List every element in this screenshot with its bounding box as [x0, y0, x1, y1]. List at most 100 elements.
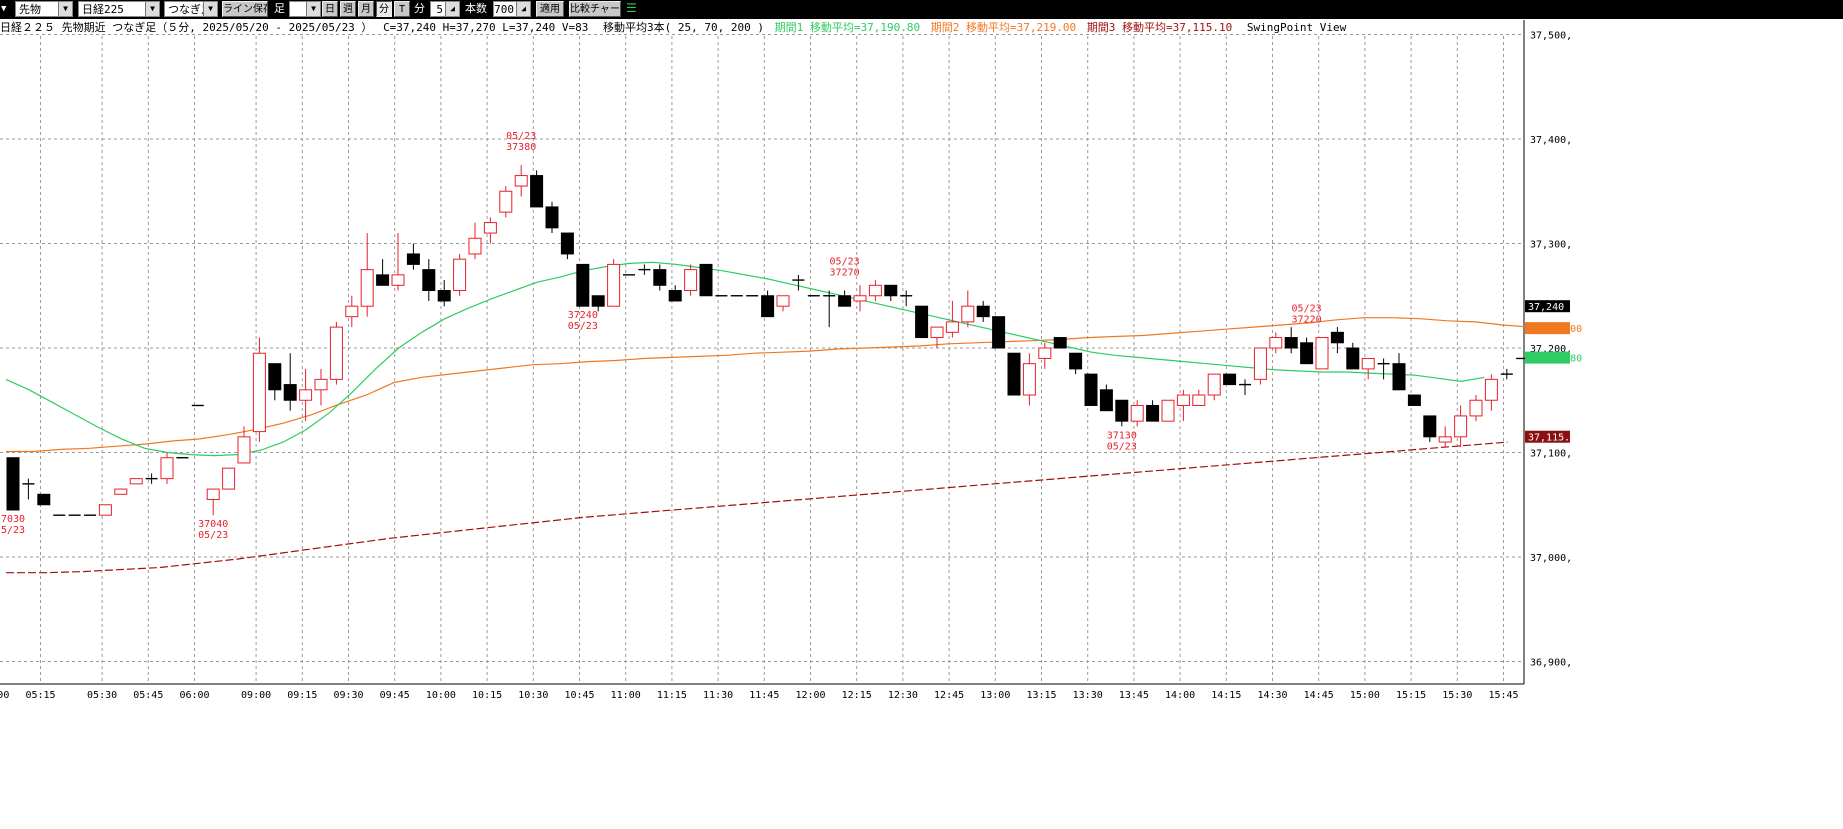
ashi-label: 足 — [274, 2, 285, 15]
candle-body — [1146, 404, 1160, 422]
apply-button[interactable]: 適用 — [536, 1, 564, 17]
market-select[interactable]: 先物 ▼ — [15, 1, 73, 17]
candle-body — [868, 284, 882, 297]
x-tick-label: 10:15 — [472, 690, 502, 701]
candle-body — [915, 305, 929, 339]
price-tag-label: 37,240 — [1528, 302, 1564, 313]
save-line-button[interactable]: ライン保存 — [222, 1, 268, 17]
candle-body — [607, 263, 621, 307]
ma3-period-label: 期間3 — [1086, 21, 1116, 34]
swing-point-label: 5/23 — [1, 525, 25, 536]
x-tick-label: 14:15 — [1211, 690, 1241, 701]
candle-body — [360, 269, 374, 307]
mode-select[interactable]: つなぎ足 ▼ — [164, 1, 218, 17]
swing-point-label: 05/23 — [568, 321, 598, 332]
candle-body — [422, 269, 436, 292]
ma2-value: 移動平均=37,219.00 — [965, 21, 1077, 34]
candle-body — [1454, 415, 1468, 438]
price-tag — [1525, 322, 1570, 335]
candle-body — [1330, 331, 1344, 344]
candle-body — [1038, 347, 1052, 359]
candle-body — [1300, 342, 1314, 365]
candle-body — [1423, 415, 1437, 438]
candle-body — [114, 488, 128, 495]
day-button[interactable]: 日 — [322, 1, 338, 17]
x-tick-label: 09:45 — [380, 690, 410, 701]
candle-body — [453, 258, 467, 292]
minute-unit-label: 分 — [414, 2, 425, 15]
minute-button[interactable]: 分 — [376, 1, 392, 17]
candle-body — [514, 175, 528, 187]
candle-body — [976, 305, 990, 318]
ohlc-readout: C=37,240 H=37,270 L=37,240 V=83 — [383, 21, 589, 34]
x-tick-label: 13:00 — [980, 690, 1010, 701]
ma1-line — [5, 261, 1485, 457]
candle-body — [653, 269, 667, 286]
candle-body — [376, 274, 390, 286]
interval-input[interactable]: 5 ◢ — [430, 1, 460, 17]
candle-body — [776, 295, 790, 307]
candle-body — [1192, 394, 1206, 406]
price-tag-label: 37,219.00 — [1528, 324, 1582, 335]
chart-title: 日経２２５ 先物期近 つなぎ足（５分, 2025/05/20 - 2025/05… — [0, 21, 373, 34]
candle-body — [499, 190, 513, 213]
candle-body — [160, 457, 174, 480]
x-tick-label: 12:30 — [888, 690, 918, 701]
candle-body — [853, 295, 867, 302]
ashi-select[interactable]: ▼ — [289, 1, 321, 17]
month-button[interactable]: 月 — [358, 1, 374, 17]
ma3-value: 移動平均=37,115.10 — [1122, 21, 1233, 34]
swing-point-label: 05/23 — [506, 131, 536, 142]
candle-body — [1269, 337, 1283, 349]
candle-body — [1469, 399, 1483, 417]
price-tag — [1525, 430, 1570, 443]
x-tick-label: 09:00 — [241, 690, 271, 701]
y-tick-label: 37,200, — [1530, 344, 1572, 355]
x-tick-label: 10:30 — [518, 690, 548, 701]
menu-arrow-icon[interactable]: ▼ — [1, 4, 7, 14]
info-bar: 日経２２５ 先物期近 つなぎ足（５分, 2025/05/20 - 2025/05… — [0, 20, 1346, 36]
swing-point-label: 05/23 — [198, 530, 228, 541]
candle-body — [838, 295, 852, 307]
candle-body — [483, 222, 497, 234]
candle-body — [1392, 363, 1406, 391]
count-input[interactable]: 700 ◢ — [493, 1, 531, 17]
candle-body — [1223, 373, 1237, 386]
ma-settings-label: 移動平均3本( 25, 70, 200 ) — [603, 21, 764, 34]
ma1-period-label: 期間1 — [774, 21, 804, 34]
candle-body — [1069, 352, 1083, 370]
candle-body — [961, 305, 975, 323]
swing-point-label: 37130 — [1107, 430, 1137, 441]
chart-settings-icon[interactable]: ☰ — [626, 1, 637, 15]
x-tick-label: 05:45 — [133, 690, 163, 701]
candle-body — [329, 326, 343, 380]
compare-chart-button[interactable]: 比較チャート — [569, 1, 621, 17]
swing-point-label: 37040 — [198, 519, 228, 530]
x-tick-label: 06:00 — [179, 690, 209, 701]
tick-button[interactable]: T — [394, 1, 410, 17]
x-tick-label: 09:30 — [333, 690, 363, 701]
candle-body — [1284, 337, 1298, 349]
ma1-value: 移動平均=37,190.80 — [809, 21, 921, 34]
candle-body — [545, 206, 559, 229]
candle-body — [530, 175, 544, 208]
ma2-line — [6, 317, 1531, 453]
swing-point-label: 05/23 — [1292, 304, 1322, 315]
count-value: 700 — [494, 3, 514, 16]
candle-body — [437, 290, 451, 302]
count-label: 本数 — [465, 2, 487, 15]
swing-point-label: 37220 — [1292, 315, 1322, 326]
chevron-down-icon: ▼ — [306, 2, 320, 16]
x-tick-label: 15:00 — [1350, 690, 1380, 701]
week-button[interactable]: 週 — [340, 1, 356, 17]
candle-body — [283, 384, 297, 401]
candle-body — [591, 295, 605, 307]
candle-body — [1253, 347, 1267, 380]
symbol-select[interactable]: 日経225 ▼ — [78, 1, 160, 17]
y-tick-label: 37,500, — [1530, 31, 1572, 42]
candle-body — [1484, 378, 1498, 401]
x-tick-label: 10:45 — [564, 690, 594, 701]
y-tick-label: 37,100, — [1530, 449, 1572, 460]
chevron-down-icon: ▼ — [145, 2, 159, 16]
